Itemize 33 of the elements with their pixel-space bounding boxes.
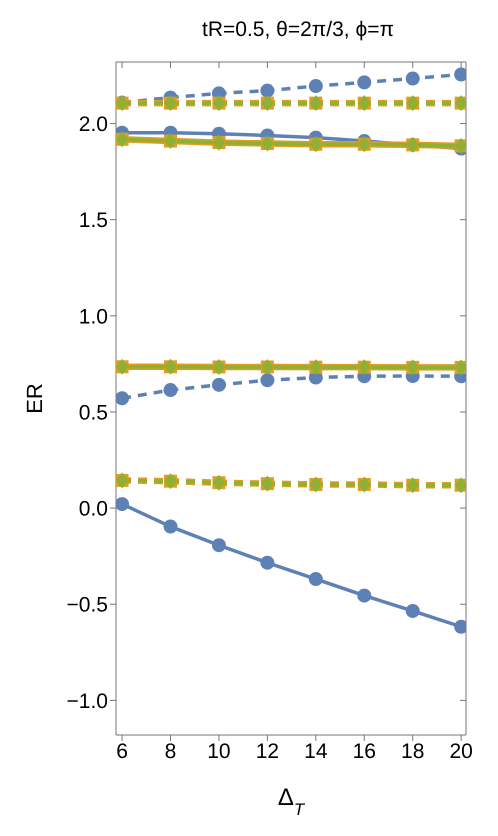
x-tick-label: 20 [449,740,473,763]
y-tick-label: 1.5 [78,209,108,232]
y-tick-label: 1.0 [78,305,108,328]
point [308,79,323,94]
point [357,588,372,603]
point [260,373,274,388]
x-tick-label: 12 [256,740,280,763]
y-axis-title: ER [22,383,47,414]
x-tick-label: 6 [116,740,128,763]
point [260,556,274,570]
y-tick-label: −1.0 [66,690,108,713]
point [260,84,274,98]
point [357,75,372,90]
point [406,72,420,86]
point [164,520,178,534]
x-axis-title: Δ$_{T}$ [278,784,306,818]
point [164,383,178,398]
point [116,497,130,512]
y-tick-label: 0.5 [78,401,108,424]
y-tick-label: 2.0 [78,112,108,136]
point [212,378,226,392]
x-tick-label: 8 [164,740,176,763]
y-tick-label: 0.0 [78,498,108,521]
x-tick-label: 18 [401,740,424,763]
point [212,538,226,552]
point [116,391,130,406]
x-tick-label: 10 [207,740,231,763]
point [308,572,323,586]
x-tick-label: 14 [304,740,328,763]
point [406,604,420,618]
x-tick-label: 16 [352,740,376,763]
chart-title: tR=0.5, θ=2π/3, ϕ=π [202,18,394,41]
y-tick-label: −0.5 [66,594,108,617]
